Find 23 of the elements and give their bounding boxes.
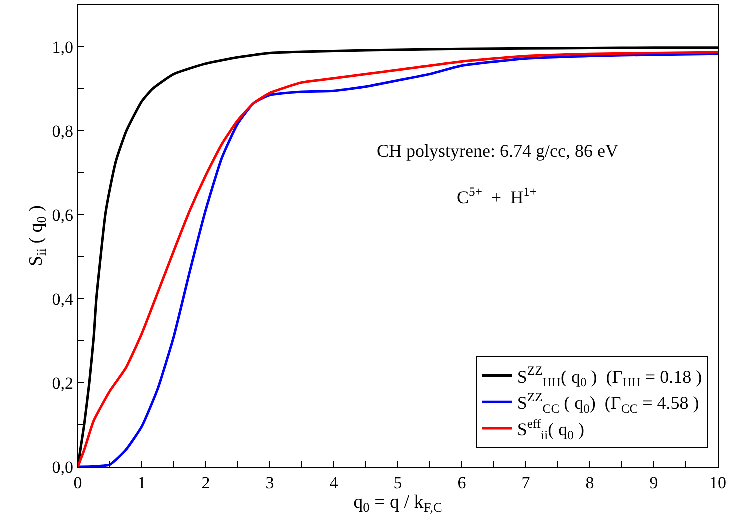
y-tick-label: 1,0 — [52, 38, 74, 57]
x-tick-label: 10 — [710, 474, 726, 492]
x-tick-label: 3 — [266, 474, 274, 492]
x-tick-label: 5 — [394, 474, 402, 492]
x-tick-label: 6 — [458, 474, 466, 492]
legend-label: S$^{ZZ}$$_{HH}$( q$_{0}$ ) (Γ$_{HH}$ = 0.18 ) — [517, 364, 702, 390]
x-tick-label: 8 — [586, 474, 594, 492]
y-tick-label: 0,4 — [52, 290, 74, 309]
legend-label: S$^{eff}$$_{ii}$( q$_{0}$ ) — [517, 416, 584, 442]
x-tick-label: 0 — [74, 474, 82, 492]
annotation: CH polystyrene: 6.74 g/cc, 86 eV — [377, 141, 618, 161]
x-tick-label: 4 — [330, 474, 339, 492]
annotation: C$^{5+}$ + H$^{1+}$ — [457, 185, 537, 208]
y-tick-label: 0,0 — [52, 458, 74, 477]
x-tick-label: 1 — [138, 474, 146, 492]
x-axis-title: q$_{0}$ = q / k$_{F,C}$ — [354, 492, 442, 515]
x-tick-label: 7 — [522, 474, 531, 492]
x-tick-label: 2 — [202, 474, 210, 492]
y-tick-label: 0,6 — [52, 206, 74, 225]
x-tick-label: 9 — [650, 474, 658, 492]
legend-label: S$^{ZZ}$$_{CC}$ ( q$_{0}$) (Γ$_{CC}$ = 4.58 ) — [517, 390, 700, 416]
y-tick-label: 0,2 — [52, 374, 74, 393]
y-tick-label: 0,8 — [52, 122, 74, 141]
